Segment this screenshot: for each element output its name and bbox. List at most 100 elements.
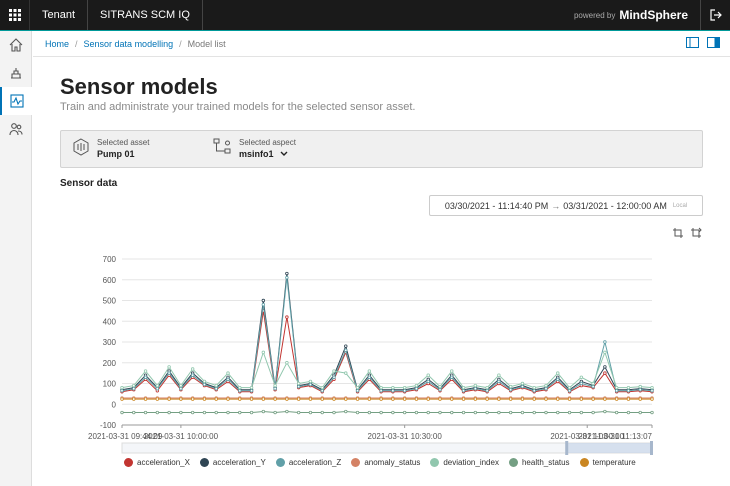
selected-asset-value: Pump 01 (97, 149, 135, 159)
selected-aspect-label: Selected aspect (239, 138, 296, 147)
timezone-label: Local (672, 202, 688, 209)
data-point-health_status (155, 410, 160, 415)
logout-icon[interactable] (700, 0, 730, 30)
data-point-health_status (179, 410, 183, 415)
breadcrumb: Home / Sensor data modelling / Model lis… (33, 31, 730, 57)
data-point-health_status (249, 410, 254, 415)
data-point-temperature (450, 397, 454, 401)
selected-asset-label: Selected asset (97, 138, 150, 147)
data-point-deviation_index (591, 381, 595, 386)
data-point-acceleration_Z (520, 384, 525, 389)
legend-swatch (430, 458, 440, 467)
selected-aspect[interactable]: Selected aspect msinfo1 (213, 138, 296, 159)
data-point-temperature (508, 397, 513, 401)
data-point-deviation_index (391, 385, 395, 390)
data-point-deviation_index (626, 385, 631, 390)
data-point-health_status (532, 410, 536, 415)
legend-swatch (275, 458, 285, 467)
accent-line (0, 30, 730, 31)
legend-swatch (579, 458, 589, 467)
data-point-health_status (614, 410, 619, 415)
data-point-deviation_index (414, 383, 419, 388)
data-point-acceleration_X (285, 315, 289, 319)
zoom-reset-icon[interactable] (690, 226, 702, 244)
data-point-health_status (320, 410, 324, 415)
data-point-temperature (591, 397, 595, 401)
data-point-acceleration_Z (650, 389, 654, 393)
zoom-icon[interactable] (672, 226, 684, 244)
data-point-health_status (167, 410, 171, 415)
sidebar (0, 31, 32, 486)
data-point-acceleration_Z (155, 386, 160, 391)
y-tick-label: 100 (103, 380, 117, 389)
data-point-health_status (190, 410, 195, 415)
data-point-acceleration_X (603, 371, 607, 375)
date-range-picker[interactable]: 03/30/2021 - 11:14:40 PM → 03/31/2021 - … (429, 195, 703, 216)
layout-left-panel-icon[interactable] (686, 37, 699, 50)
chevron-down-icon[interactable] (280, 151, 288, 157)
legend-label: deviation_index (443, 458, 499, 467)
data-point-temperature (320, 397, 324, 401)
data-point-temperature (520, 397, 525, 401)
users-icon[interactable] (0, 115, 32, 143)
data-point-deviation_index (532, 385, 536, 390)
arrow-right-icon: → (551, 200, 561, 211)
home-icon[interactable] (0, 31, 32, 59)
data-point-acceleration_Z (473, 386, 478, 391)
legend-label: temperature (592, 458, 636, 467)
y-tick-label: 300 (103, 338, 117, 347)
data-point-acceleration_Z (249, 389, 254, 393)
asset-icon[interactable] (0, 59, 32, 87)
data-point-deviation_index (155, 383, 160, 388)
data-point-temperature (614, 397, 619, 401)
data-point-health_status (567, 410, 572, 415)
data-point-temperature (638, 397, 642, 401)
data-point-temperature (167, 397, 171, 401)
data-point-deviation_index (367, 369, 372, 373)
data-point-deviation_index (497, 373, 501, 377)
legend-item-acceleration_Z[interactable]: acceleration_Z (275, 458, 341, 467)
data-point-temperature (190, 397, 195, 401)
tenant-label[interactable]: Tenant (30, 0, 89, 30)
legend-label: anomaly_status (364, 458, 421, 467)
data-point-acceleration_Z (391, 389, 395, 393)
legend-item-acceleration_Y[interactable]: acceleration_Y (199, 458, 266, 467)
layout-right-panel-icon[interactable] (707, 37, 720, 50)
y-tick-label: 700 (103, 255, 117, 264)
x-tick-label: 2021-03-31 10:30:00 (368, 432, 443, 441)
data-point-acceleration_Z (179, 386, 183, 391)
data-point-acceleration_Z (508, 388, 513, 392)
data-point-temperature (650, 397, 654, 401)
data-point-health_status (143, 410, 148, 415)
page-title: Sensor models (60, 74, 218, 99)
data-point-temperature (238, 397, 242, 401)
data-point-acceleration_Z (320, 389, 324, 393)
data-point-health_status (296, 410, 301, 415)
y-tick-label: 0 (112, 400, 117, 409)
selected-asset[interactable]: Selected asset Pump 01 (73, 138, 149, 159)
legend-item-acceleration_X[interactable]: acceleration_X (124, 458, 190, 467)
sensor-model-icon[interactable] (0, 87, 32, 115)
data-point-acceleration_Z (544, 386, 548, 391)
data-point-deviation_index (214, 383, 218, 388)
legend-item-deviation_index[interactable]: deviation_index (430, 458, 499, 467)
zoom-slider-window (567, 443, 652, 453)
data-point-health_status (603, 409, 607, 414)
data-point-temperature (367, 397, 372, 401)
legend-item-anomaly_status[interactable]: anomaly_status (351, 458, 420, 467)
breadcrumb-home[interactable]: Home (45, 38, 70, 49)
data-point-health_status (355, 410, 360, 415)
top-bar: Tenant SITRANS SCM IQ powered by MindSph… (0, 0, 730, 30)
legend-label: health_status (521, 458, 570, 467)
zoom-slider-handle-right (650, 441, 653, 455)
data-point-temperature (556, 397, 560, 401)
zoom-slider-handle-left (565, 441, 569, 455)
data-point-health_status (367, 410, 372, 415)
legend-item-temperature[interactable]: temperature (579, 458, 636, 467)
data-point-acceleration_Z (497, 379, 501, 384)
legend-item-health_status[interactable]: health_status (508, 458, 570, 467)
breadcrumb-sensor-data-modelling[interactable]: Sensor data modelling (83, 38, 174, 49)
data-point-temperature (391, 397, 395, 401)
app-launcher-icon[interactable] (0, 0, 30, 30)
data-point-temperature (344, 397, 348, 401)
